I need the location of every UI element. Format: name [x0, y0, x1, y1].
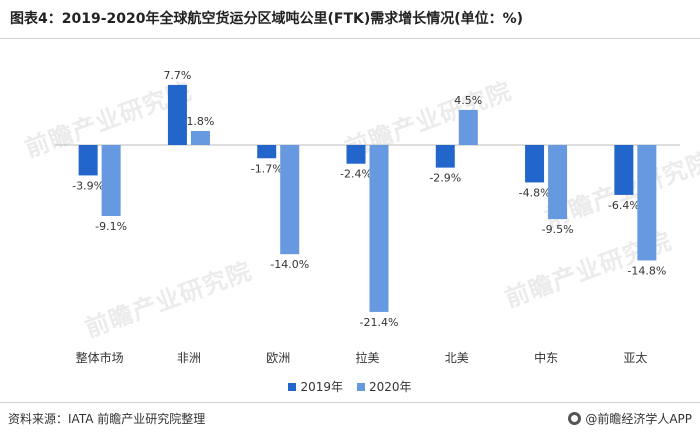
data-label-2019-2: -1.7% [251, 162, 283, 175]
footer-divider [0, 402, 700, 403]
bar-2019-4 [435, 145, 455, 168]
data-label-2019-1: 7.7% [163, 69, 191, 82]
data-label-2020-3: -21.4% [360, 316, 399, 329]
brand-credit: @前瞻经济学人APP [568, 410, 692, 427]
category-label-5: 中东 [534, 350, 558, 365]
brand-logo-icon [568, 412, 582, 425]
title-divider [0, 38, 700, 39]
data-label-2020-0: -9.1% [95, 220, 127, 233]
legend-label-2020: 2020年 [369, 380, 412, 394]
bar-2019-0 [78, 145, 98, 176]
bar-2019-5 [525, 145, 545, 183]
data-label-2019-0: -3.9% [72, 179, 104, 192]
category-label-4: 北美 [445, 351, 469, 365]
bar-2019-3 [346, 145, 366, 164]
data-label-2019-3: -2.4% [340, 168, 372, 181]
legend-swatch-2019 [288, 382, 297, 391]
bar-2019-2 [257, 145, 277, 159]
bar-2020-2 [280, 145, 300, 255]
bar-2020-3 [369, 145, 389, 312]
category-label-6: 亚太 [623, 350, 647, 365]
legend-swatch-2020 [357, 382, 365, 391]
bar-2020-1 [190, 130, 210, 145]
source-note: 资料来源：IATA 前瞻产业研究院整理 [8, 412, 206, 426]
data-label-2020-4: 4.5% [454, 94, 482, 107]
category-label-1: 非洲 [177, 351, 201, 365]
bar-2019-1 [167, 84, 187, 145]
data-label-2020-5: -9.5% [542, 223, 574, 236]
bar-2020-4 [458, 109, 478, 145]
bar-2019-6 [614, 145, 634, 195]
data-label-2019-5: -4.8% [519, 186, 551, 199]
data-label-2020-6: -14.8% [627, 264, 666, 277]
data-label-2020-1: 1.8% [186, 115, 214, 128]
data-label-2019-6: -6.4% [608, 199, 640, 212]
bar-2020-5 [548, 145, 568, 220]
category-label-2: 欧洲 [266, 351, 290, 365]
data-label-2020-2: -14.0% [270, 258, 309, 271]
chart-title: 图表4：2019-2020年全球航空货运分区域吨公里(FTK)需求增长情况(单位… [10, 11, 524, 27]
data-label-2019-4: -2.9% [429, 172, 461, 185]
category-label-0: 整体市场 [76, 350, 124, 365]
legend-item-2020: 2020年 [357, 378, 412, 395]
legend-label-2019: 2019年 [300, 380, 343, 394]
bar-2020-0 [101, 145, 121, 216]
bar-2020-6 [637, 145, 657, 261]
category-label-3: 拉美 [355, 350, 379, 365]
brand-label: @前瞻经济学人APP [585, 412, 692, 426]
chart-legend: 2019年 2020年 [0, 378, 700, 395]
legend-item-2019: 2019年 [288, 378, 343, 395]
bar-chart: -3.9% -9.1% 整体市场 7.7% 1.8% 非洲 -1.7% -14.0% 欧洲 -2.… [55, 69, 680, 365]
